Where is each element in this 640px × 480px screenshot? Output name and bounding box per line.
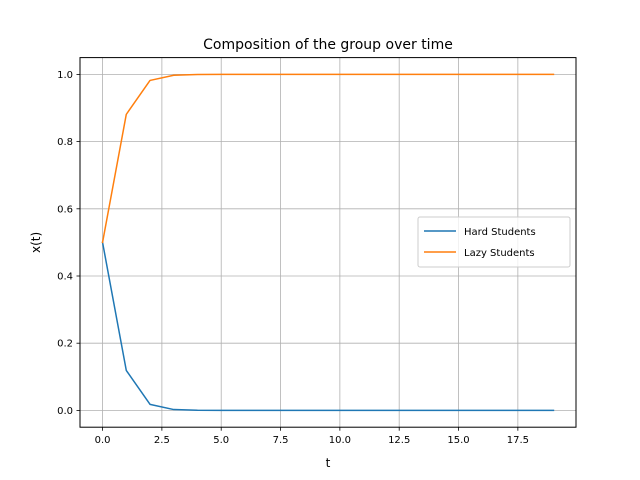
y-tick-label: 1.0	[57, 70, 73, 81]
axis-ticks: 0.0 2.5 5.0 7.5 10.0 12.5 15.0 17.5 0.0 0.2 0.4 0.6…	[57, 70, 529, 446]
y-tick-label: 0.8	[57, 137, 73, 148]
y-tick-label: 0.0	[57, 406, 73, 417]
x-tick-label: 0.0	[95, 435, 111, 446]
y-tick-label: 0.4	[57, 272, 73, 283]
x-tick-label: 5.0	[213, 435, 229, 446]
x-tick-label: 10.0	[329, 435, 351, 446]
series-line-hard-students	[101, 241, 555, 412]
legend-label-hard-students: Hard Students	[464, 227, 536, 238]
x-axis-label: t	[326, 456, 331, 470]
plot-area-frame	[79, 57, 577, 428]
x-tick-label: 17.5	[507, 435, 529, 446]
x-tick-label: 15.0	[447, 435, 469, 446]
legend-box	[417, 216, 571, 268]
y-tick-label: 0.2	[57, 339, 73, 350]
plot-series	[101, 73, 555, 412]
y-axis-label: x(t)	[29, 232, 43, 253]
legend-label-lazy-students: Lazy Students	[464, 248, 535, 259]
x-tick-label: 7.5	[273, 435, 289, 446]
y-tick-label: 0.6	[57, 204, 73, 215]
series-line-lazy-students	[101, 73, 555, 244]
x-tick-label: 12.5	[388, 435, 410, 446]
x-tick-label: 2.5	[154, 435, 170, 446]
chart-title: Composition of the group over time	[203, 37, 453, 53]
legend: Hard Students Lazy Students	[417, 216, 571, 268]
